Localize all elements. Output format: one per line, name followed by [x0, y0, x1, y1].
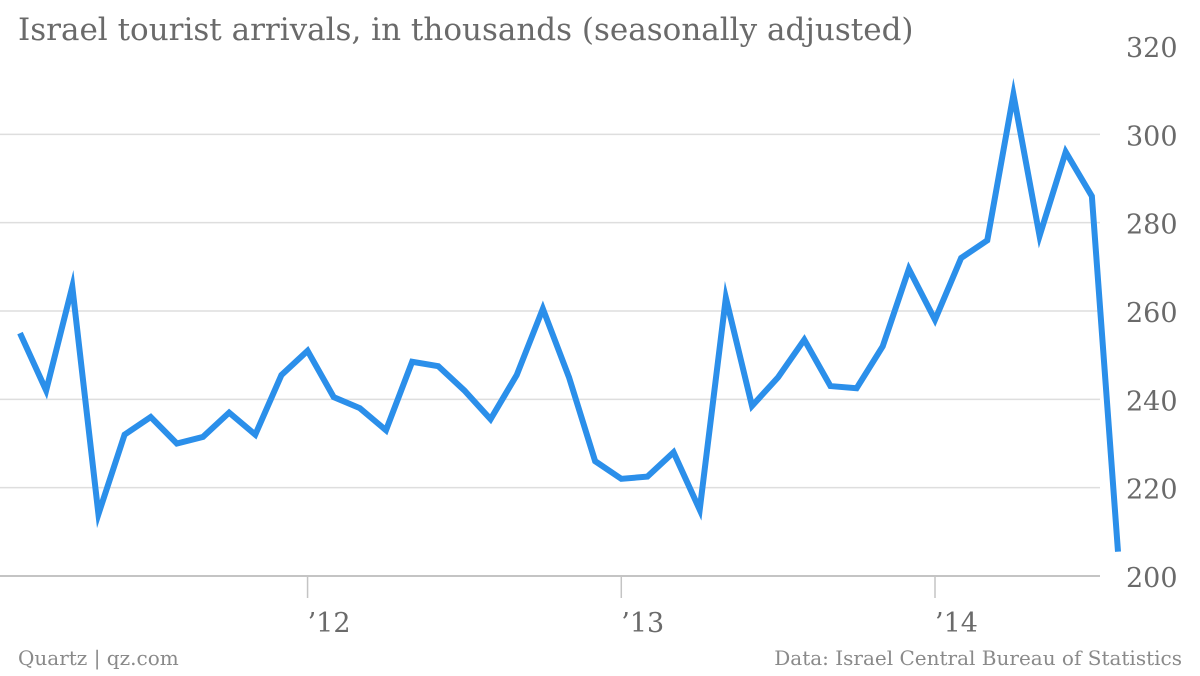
y-tick-label: 240	[1126, 386, 1178, 417]
y-tick-label: 220	[1126, 475, 1178, 506]
y-tick-label: 200	[1126, 563, 1178, 594]
y-tick-label: 280	[1126, 210, 1178, 241]
x-tick-label: ’13	[621, 608, 664, 639]
x-tick-label: ’14	[935, 608, 978, 639]
chart-title: Israel tourist arrivals, in thousands (s…	[18, 12, 914, 48]
footer-credit: Quartz | qz.com	[18, 646, 179, 670]
y-tick-label: 260	[1126, 298, 1178, 329]
x-tick-label: ’12	[308, 608, 351, 639]
y-tick-label: 300	[1126, 121, 1178, 152]
footer-source: Data: Israel Central Bureau of Statistic…	[774, 646, 1182, 670]
series-line	[17, 77, 1121, 552]
y-tick-label: 320	[1126, 33, 1178, 64]
